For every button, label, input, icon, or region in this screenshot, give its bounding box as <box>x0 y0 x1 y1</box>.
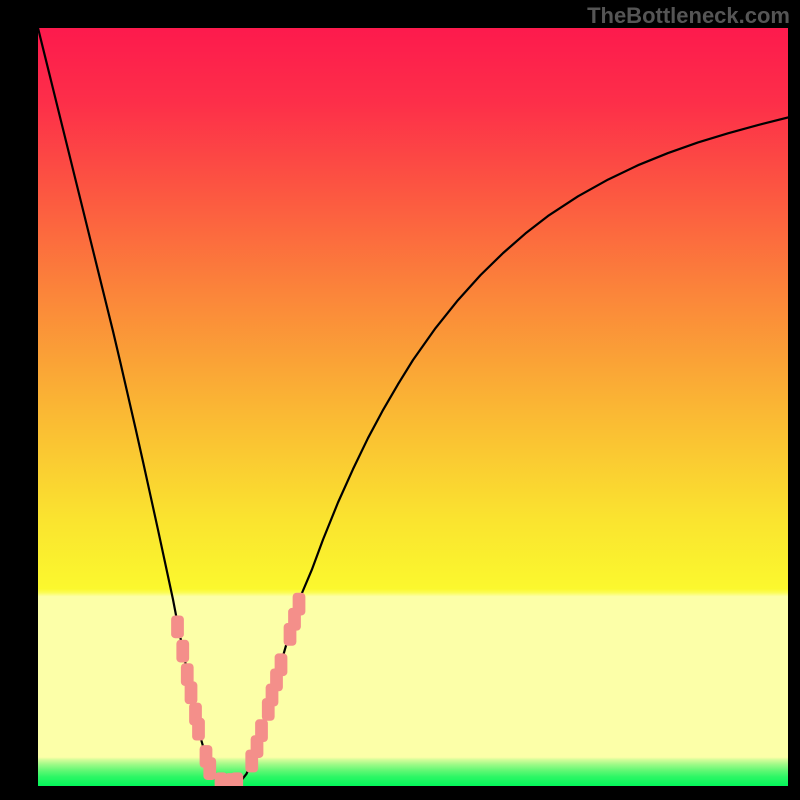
data-marker <box>185 681 198 704</box>
chart-root: TheBottleneck.com <box>0 0 800 800</box>
data-marker <box>230 772 243 786</box>
watermark-text: TheBottleneck.com <box>587 3 790 29</box>
plot-area <box>38 28 788 786</box>
data-marker <box>203 757 216 780</box>
data-marker <box>192 718 205 741</box>
data-marker <box>176 640 189 663</box>
data-marker <box>275 653 288 676</box>
data-marker <box>293 593 306 616</box>
data-marker <box>171 615 184 638</box>
chart-svg <box>38 28 788 786</box>
gradient-background <box>38 28 788 786</box>
data-marker <box>255 719 268 742</box>
